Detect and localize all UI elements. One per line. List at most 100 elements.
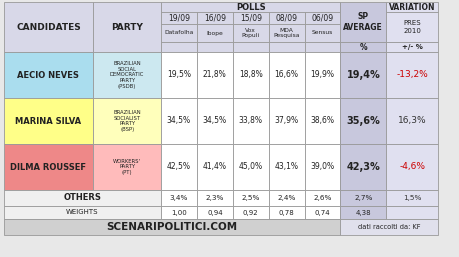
Bar — [4, 98, 93, 144]
Bar — [268, 52, 304, 98]
Bar — [196, 190, 232, 206]
Text: DILMA ROUSSEF: DILMA ROUSSEF — [11, 162, 86, 171]
Text: WEIGHTS: WEIGHTS — [66, 209, 98, 216]
Text: OTHERS: OTHERS — [63, 194, 101, 203]
Bar — [232, 98, 268, 144]
Text: CANDIDATES: CANDIDATES — [16, 23, 81, 32]
Text: PRES
2010: PRES 2010 — [403, 20, 420, 34]
Bar — [232, 42, 268, 52]
Bar — [386, 98, 437, 144]
Bar — [340, 219, 437, 235]
Text: 16/09: 16/09 — [203, 14, 225, 23]
Text: Vox
Populi: Vox Populi — [241, 27, 259, 38]
Text: 19/09: 19/09 — [168, 14, 190, 23]
Text: MDA
Pesquisa: MDA Pesquisa — [273, 27, 299, 38]
Bar — [340, 2, 386, 42]
Text: Sensus: Sensus — [311, 31, 332, 35]
Text: 4,38: 4,38 — [355, 209, 370, 216]
Bar — [4, 206, 161, 219]
Bar — [268, 206, 304, 219]
Bar — [93, 144, 161, 190]
Bar — [232, 206, 268, 219]
Bar — [196, 98, 232, 144]
Bar — [268, 24, 304, 42]
Text: 16,3%: 16,3% — [397, 116, 425, 125]
Bar — [93, 98, 161, 144]
Text: +/- %: +/- % — [401, 44, 422, 50]
Text: 33,8%: 33,8% — [238, 116, 262, 125]
Bar — [340, 52, 386, 98]
Bar — [196, 52, 232, 98]
Bar — [268, 190, 304, 206]
Text: PARTY: PARTY — [111, 23, 143, 32]
Bar — [340, 190, 386, 206]
Bar — [161, 12, 196, 24]
Text: 2,6%: 2,6% — [313, 195, 331, 201]
Text: MARINA SILVA: MARINA SILVA — [15, 116, 81, 125]
Text: BRAZILIAN
SOCIALIST
PARTY
(BSP): BRAZILIAN SOCIALIST PARTY (BSP) — [113, 110, 140, 132]
Bar — [196, 24, 232, 42]
Bar — [4, 190, 161, 206]
Bar — [268, 144, 304, 190]
Bar — [232, 144, 268, 190]
Text: 41,4%: 41,4% — [202, 162, 226, 171]
Bar — [340, 98, 386, 144]
Text: 19,5%: 19,5% — [167, 70, 190, 79]
Text: SCENARIPOLITICI.COM: SCENARIPOLITICI.COM — [106, 222, 237, 232]
Bar — [268, 12, 304, 24]
Bar — [93, 52, 161, 98]
Text: SP
AVERAGE: SP AVERAGE — [343, 12, 382, 32]
Bar — [232, 24, 268, 42]
Bar — [268, 98, 304, 144]
Bar — [304, 98, 340, 144]
Text: 08/09: 08/09 — [275, 14, 297, 23]
Bar — [161, 98, 196, 144]
Text: 42,3%: 42,3% — [346, 162, 380, 172]
Bar — [196, 144, 232, 190]
Bar — [161, 144, 196, 190]
Bar — [4, 144, 93, 190]
Text: dati raccolti da: KF: dati raccolti da: KF — [357, 224, 420, 230]
Bar — [232, 52, 268, 98]
Text: 19,9%: 19,9% — [310, 70, 334, 79]
Text: 3,4%: 3,4% — [169, 195, 188, 201]
Text: 0,74: 0,74 — [314, 209, 330, 216]
Text: BRAZILIAN
SOCIAL
DEMOCRATIC
PARTY
(PSDB): BRAZILIAN SOCIAL DEMOCRATIC PARTY (PSDB) — [110, 61, 144, 89]
Text: 15/09: 15/09 — [239, 14, 261, 23]
Text: 34,5%: 34,5% — [167, 116, 190, 125]
Bar — [340, 206, 386, 219]
Bar — [386, 2, 437, 12]
Text: 2,5%: 2,5% — [241, 195, 259, 201]
Bar — [196, 206, 232, 219]
Bar — [232, 12, 268, 24]
Text: Datafolha: Datafolha — [164, 31, 193, 35]
Text: 06/09: 06/09 — [311, 14, 333, 23]
Bar — [304, 52, 340, 98]
Text: 2,4%: 2,4% — [277, 195, 295, 201]
Text: VARIATION: VARIATION — [388, 3, 435, 12]
Bar — [161, 24, 196, 42]
Bar — [386, 206, 437, 219]
Text: 34,5%: 34,5% — [202, 116, 226, 125]
Text: -13,2%: -13,2% — [395, 70, 427, 79]
Bar — [304, 206, 340, 219]
Text: 0,94: 0,94 — [207, 209, 222, 216]
Text: 0,92: 0,92 — [242, 209, 258, 216]
Bar — [304, 144, 340, 190]
Bar — [4, 2, 93, 52]
Text: 39,0%: 39,0% — [310, 162, 334, 171]
Bar — [161, 206, 196, 219]
Bar — [161, 42, 196, 52]
Bar — [386, 42, 437, 52]
Text: 1,5%: 1,5% — [402, 195, 420, 201]
Text: 42,5%: 42,5% — [167, 162, 190, 171]
Text: 35,6%: 35,6% — [346, 116, 380, 126]
Text: 18,8%: 18,8% — [238, 70, 262, 79]
Bar — [93, 2, 161, 52]
Text: 38,6%: 38,6% — [310, 116, 334, 125]
Text: 37,9%: 37,9% — [274, 116, 298, 125]
Text: WORKERS'
PARTY
(PT): WORKERS' PARTY (PT) — [113, 159, 141, 175]
Bar — [386, 12, 437, 42]
Text: -4,6%: -4,6% — [398, 162, 424, 171]
Text: 2,7%: 2,7% — [353, 195, 372, 201]
